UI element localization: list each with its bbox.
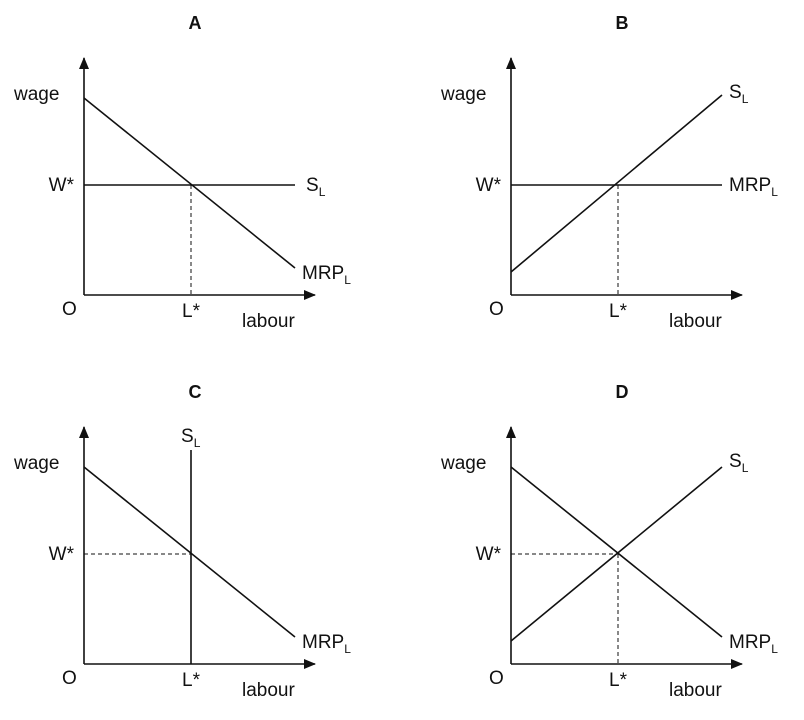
- mrp-label: MRPL: [729, 175, 778, 199]
- panel-title: C: [189, 382, 202, 402]
- mrp-label: MRPL: [302, 632, 351, 656]
- w-star-label: W*: [476, 175, 502, 196]
- x-axis-label: labour: [669, 311, 722, 332]
- mrp-curve: [83, 97, 296, 269]
- w-star-label: W*: [49, 175, 75, 196]
- panel-title: D: [616, 382, 629, 402]
- supply-label-main: S: [729, 82, 742, 103]
- mrp-label-sub: L: [344, 273, 351, 287]
- mrp-label: MRPL: [729, 632, 778, 656]
- supply-label-sub: L: [742, 92, 749, 106]
- supply-label: SL: [729, 82, 749, 106]
- mrp-label: MRPL: [302, 263, 351, 287]
- supply-label: SL: [181, 426, 201, 450]
- supply-label-sub: L: [742, 461, 749, 475]
- mrp-label-main: MRP: [302, 632, 344, 653]
- mrp-label-main: MRP: [302, 263, 344, 284]
- mrp-curve: [83, 466, 296, 638]
- x-axis-label: labour: [242, 311, 295, 332]
- supply-label: SL: [729, 451, 749, 475]
- origin-label: O: [62, 668, 77, 689]
- w-star-label: W*: [476, 544, 502, 565]
- x-axis-label: labour: [242, 680, 295, 701]
- x-axis-label: labour: [669, 680, 722, 701]
- w-star-label: W*: [49, 544, 75, 565]
- l-star-label: L*: [609, 670, 628, 691]
- supply-label-sub: L: [319, 185, 326, 199]
- supply-label-main: S: [306, 175, 319, 196]
- origin-label: O: [62, 299, 77, 320]
- y-axis-label: wage: [440, 453, 486, 474]
- mrp-curve: [510, 466, 723, 638]
- supply-label-sub: L: [194, 436, 201, 450]
- panel-title: B: [616, 13, 629, 33]
- mrp-label-main: MRP: [729, 175, 771, 196]
- supply-label: SL: [306, 175, 326, 199]
- l-star-label: L*: [182, 670, 201, 691]
- l-star-label: L*: [182, 301, 201, 322]
- l-star-label: L*: [609, 301, 628, 322]
- supply-label-main: S: [729, 451, 742, 472]
- y-axis-label: wage: [13, 84, 59, 105]
- origin-label: O: [489, 668, 504, 689]
- supply-curve: [510, 94, 723, 273]
- mrp-label-sub: L: [771, 185, 778, 199]
- mrp-label-main: MRP: [729, 632, 771, 653]
- panel-title: A: [189, 13, 202, 33]
- mrp-label-sub: L: [771, 642, 778, 656]
- y-axis-label: wage: [440, 84, 486, 105]
- y-axis-label: wage: [13, 453, 59, 474]
- origin-label: O: [489, 299, 504, 320]
- mrp-label-sub: L: [344, 642, 351, 656]
- supply-label-main: S: [181, 426, 194, 447]
